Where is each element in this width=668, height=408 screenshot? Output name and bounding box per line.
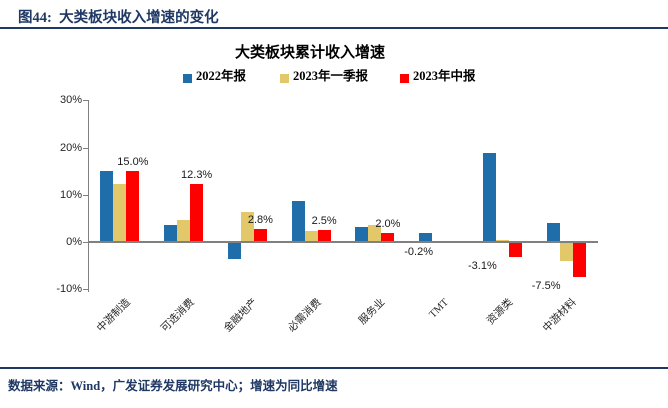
bar-2023-q1-2 — [240, 211, 254, 242]
bar-2022-annual-2 — [227, 242, 241, 260]
bar-2023-interim-7 — [572, 242, 586, 278]
figure-title: 图44: 大类板块收入增速的变化 — [18, 10, 219, 26]
y-tick-label: 20% — [59, 141, 82, 154]
bar-2022-annual-5 — [419, 232, 433, 242]
bar-2022-annual-0 — [100, 171, 114, 242]
y-tick-mark — [83, 100, 88, 102]
y-tick-mark — [83, 147, 88, 149]
y-tick-label: 0% — [66, 236, 82, 248]
bar-2023-q1-0 — [113, 183, 127, 242]
legend-swatch-2022-annual — [183, 73, 192, 83]
y-tick-label: 30% — [59, 94, 82, 107]
bar-2023-interim-6 — [508, 242, 522, 257]
legend-swatch-2023-q1 — [280, 73, 289, 83]
x-axis-zero-line — [88, 241, 598, 243]
y-tick-label: -10% — [56, 283, 82, 296]
legend-label-2023-interim: 2023年中报 — [413, 69, 476, 83]
y-axis-line — [88, 100, 89, 292]
chart-title: 大类板块累计收入增速 — [234, 45, 386, 61]
legend-swatch-2023-interim — [400, 73, 409, 83]
category-label-6: 资源类 — [485, 297, 516, 328]
category-label-5: TMT — [427, 297, 452, 321]
category-label-1: 可选消费 — [158, 297, 197, 335]
y-tick-mark — [83, 289, 88, 291]
data-label-4: 2.0% — [375, 217, 401, 230]
bar-2022-annual-1 — [164, 225, 178, 242]
data-label-2: 2.8% — [247, 213, 273, 226]
category-label-0: 中游制造 — [95, 297, 133, 335]
bar-2022-annual-6 — [482, 152, 496, 242]
bar-2023-interim-2 — [253, 228, 267, 242]
legend-item-2023-q1: 2023年一季报 — [280, 69, 368, 83]
data-label-0: 15.0% — [117, 156, 149, 169]
bar-2023-q1-4 — [368, 225, 382, 242]
category-label-2: 金融地产 — [222, 297, 261, 335]
bar-2022-annual-7 — [546, 223, 560, 242]
y-tick-mark — [83, 194, 88, 196]
legend-item-2023-interim: 2023年中报 — [400, 69, 476, 83]
bar-2023-interim-0 — [126, 171, 140, 242]
data-label-6: -3.1% — [468, 259, 497, 272]
data-label-5: -0.2% — [404, 245, 433, 258]
data-label-3: 2.5% — [311, 215, 337, 228]
bar-2023-q1-3 — [304, 231, 318, 242]
bar-2022-annual-4 — [355, 226, 369, 242]
legend-label-2022-annual: 2022年报 — [196, 69, 247, 83]
bar-2022-annual-3 — [291, 200, 305, 242]
y-tick-label: 10% — [59, 188, 82, 201]
legend-label-2023-q1: 2023年一季报 — [293, 69, 369, 83]
legend-item-2022-annual: 2022年报 — [183, 69, 246, 83]
category-label-4: 服务业 — [357, 297, 388, 328]
footer-rule — [0, 367, 668, 369]
source-note: 数据来源：Wind，广发证券发展研究中心；增速为同比增速 — [8, 379, 338, 393]
category-label-3: 必需消费 — [286, 297, 324, 335]
bar-2023-q1-7 — [559, 242, 573, 261]
bar-2023-interim-4 — [381, 232, 395, 242]
header-rule — [0, 27, 668, 29]
data-label-1: 12.3% — [181, 168, 213, 181]
bar-2023-interim-3 — [317, 230, 331, 242]
bar-2023-q1-1 — [177, 219, 191, 242]
y-tick-mark — [83, 242, 88, 243]
data-label-7: -7.5% — [531, 280, 561, 293]
bar-2023-interim-1 — [190, 183, 204, 242]
category-label-7: 中游材料 — [541, 297, 579, 335]
